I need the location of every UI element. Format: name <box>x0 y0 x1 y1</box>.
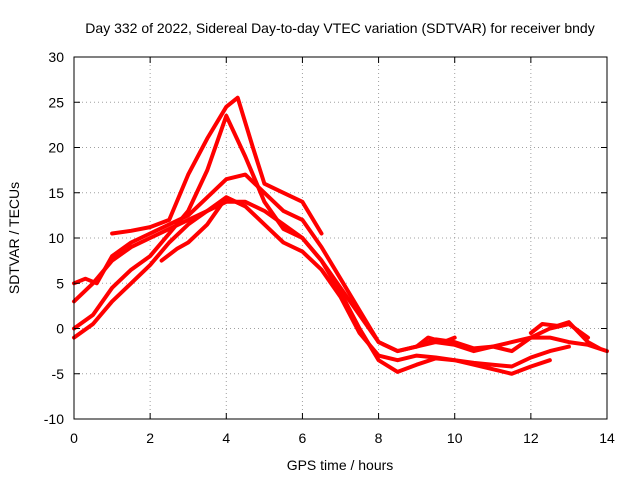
series-line-day-5 <box>110 95 324 236</box>
x-axis-title: GPS time / hours <box>287 457 394 473</box>
x-tick-label: 14 <box>599 430 615 446</box>
series-line-day-8 <box>528 320 602 351</box>
y-tick-label: -10 <box>44 411 64 427</box>
y-axis-title: SDTVAR / TECUs <box>6 182 22 294</box>
series-line-day-2 <box>72 195 571 369</box>
x-tick-label: 8 <box>375 430 383 446</box>
y-tick-label: 20 <box>48 140 64 156</box>
x-tick-label: 12 <box>523 430 539 446</box>
y-tick-label: 15 <box>48 185 64 201</box>
chart-title: Day 332 of 2022, Sidereal Day-to-day VTE… <box>85 20 594 36</box>
x-tick-label: 2 <box>146 430 154 446</box>
series-line-day-7 <box>414 335 457 349</box>
x-tick-label: 6 <box>299 430 307 446</box>
tick-marks <box>73 56 608 420</box>
series-line-day-4 <box>72 172 590 354</box>
y-tick-label: 25 <box>48 94 64 110</box>
x-tick-label: 4 <box>222 430 230 446</box>
y-tick-label: 10 <box>48 230 64 246</box>
tick-labels: 0 2 4 6 8 10 12 14 -10 -5 0 5 10 15 20 25 30 <box>44 49 615 446</box>
x-tick-label: 10 <box>447 430 463 446</box>
y-tick-label: 30 <box>48 49 64 65</box>
data-series <box>72 95 609 376</box>
series-line-day-3 <box>72 199 609 354</box>
y-tick-label: 0 <box>56 321 64 337</box>
y-tick-label: -5 <box>52 366 65 382</box>
y-tick-label: 5 <box>56 275 64 291</box>
series-line-day-6 <box>159 195 248 263</box>
x-tick-label: 0 <box>70 430 78 446</box>
